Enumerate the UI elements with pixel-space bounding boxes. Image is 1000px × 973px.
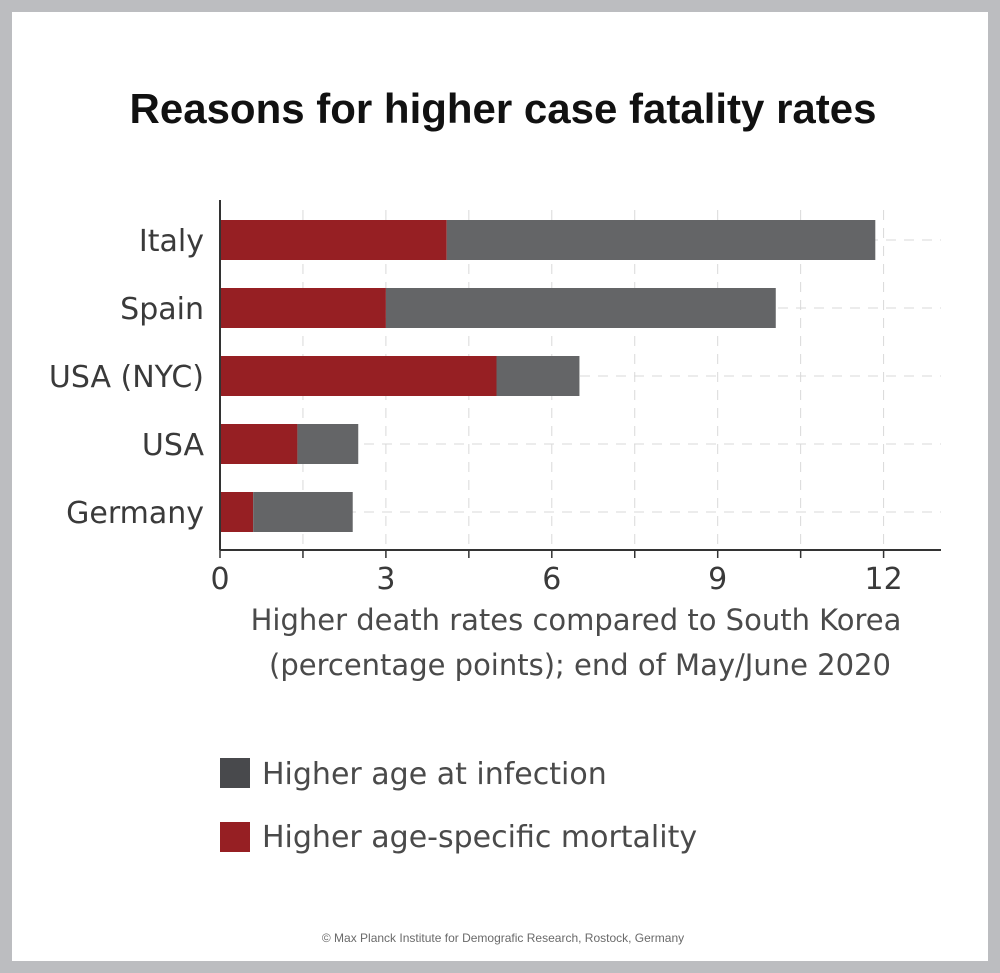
legend-swatch-age-specific-mortality	[220, 822, 250, 852]
x-tick-label: 6	[542, 562, 561, 597]
chart-card	[12, 12, 988, 961]
legend: Higher age at infection Higher age-speci…	[220, 757, 697, 855]
x-tick-label: 0	[210, 562, 229, 597]
x-tick-labels: 0 3 6 9 12	[210, 562, 902, 597]
bar-segment-age-specific-mortality	[220, 492, 254, 532]
x-axis-label: Higher death rates compared to South Kor…	[251, 603, 902, 637]
bar-segment-age-at-infection	[385, 288, 776, 328]
copyright-credit: © Max Planck Institute for Demografic Re…	[322, 931, 684, 945]
x-axis-label-line2: (percentage points); end of May/June 202…	[269, 648, 891, 682]
bar-segment-age-specific-mortality	[220, 424, 298, 464]
category-label: Spain	[120, 292, 204, 327]
axes	[219, 200, 941, 558]
bar-segment-age-at-infection	[253, 492, 353, 532]
bar-segment-age-specific-mortality	[220, 220, 447, 260]
category-label: USA (NYC)	[49, 360, 204, 395]
legend-label-age-at-infection: Higher age at infection	[262, 757, 607, 792]
category-label: USA	[142, 428, 205, 463]
bar-segment-age-specific-mortality	[220, 356, 497, 396]
bar-segment-age-at-infection	[446, 220, 876, 260]
category-label: Germany	[66, 496, 204, 531]
chart-title: Reasons for higher case fatality rates	[130, 85, 877, 132]
legend-swatch-age-at-infection	[220, 758, 250, 788]
legend-label-age-specific-mortality: Higher age-specific mortality	[262, 820, 697, 855]
x-tick-label: 12	[865, 562, 903, 597]
bar-segment-age-at-infection	[496, 356, 580, 396]
x-tick-label: 9	[708, 562, 727, 597]
category-labels: Italy Spain USA (NYC) USA Germany	[49, 224, 205, 531]
bar-segment-age-at-infection	[297, 424, 359, 464]
category-label: Italy	[139, 224, 204, 259]
bar-segment-age-specific-mortality	[220, 288, 386, 328]
bars	[220, 220, 876, 532]
x-tick-label: 3	[376, 562, 395, 597]
